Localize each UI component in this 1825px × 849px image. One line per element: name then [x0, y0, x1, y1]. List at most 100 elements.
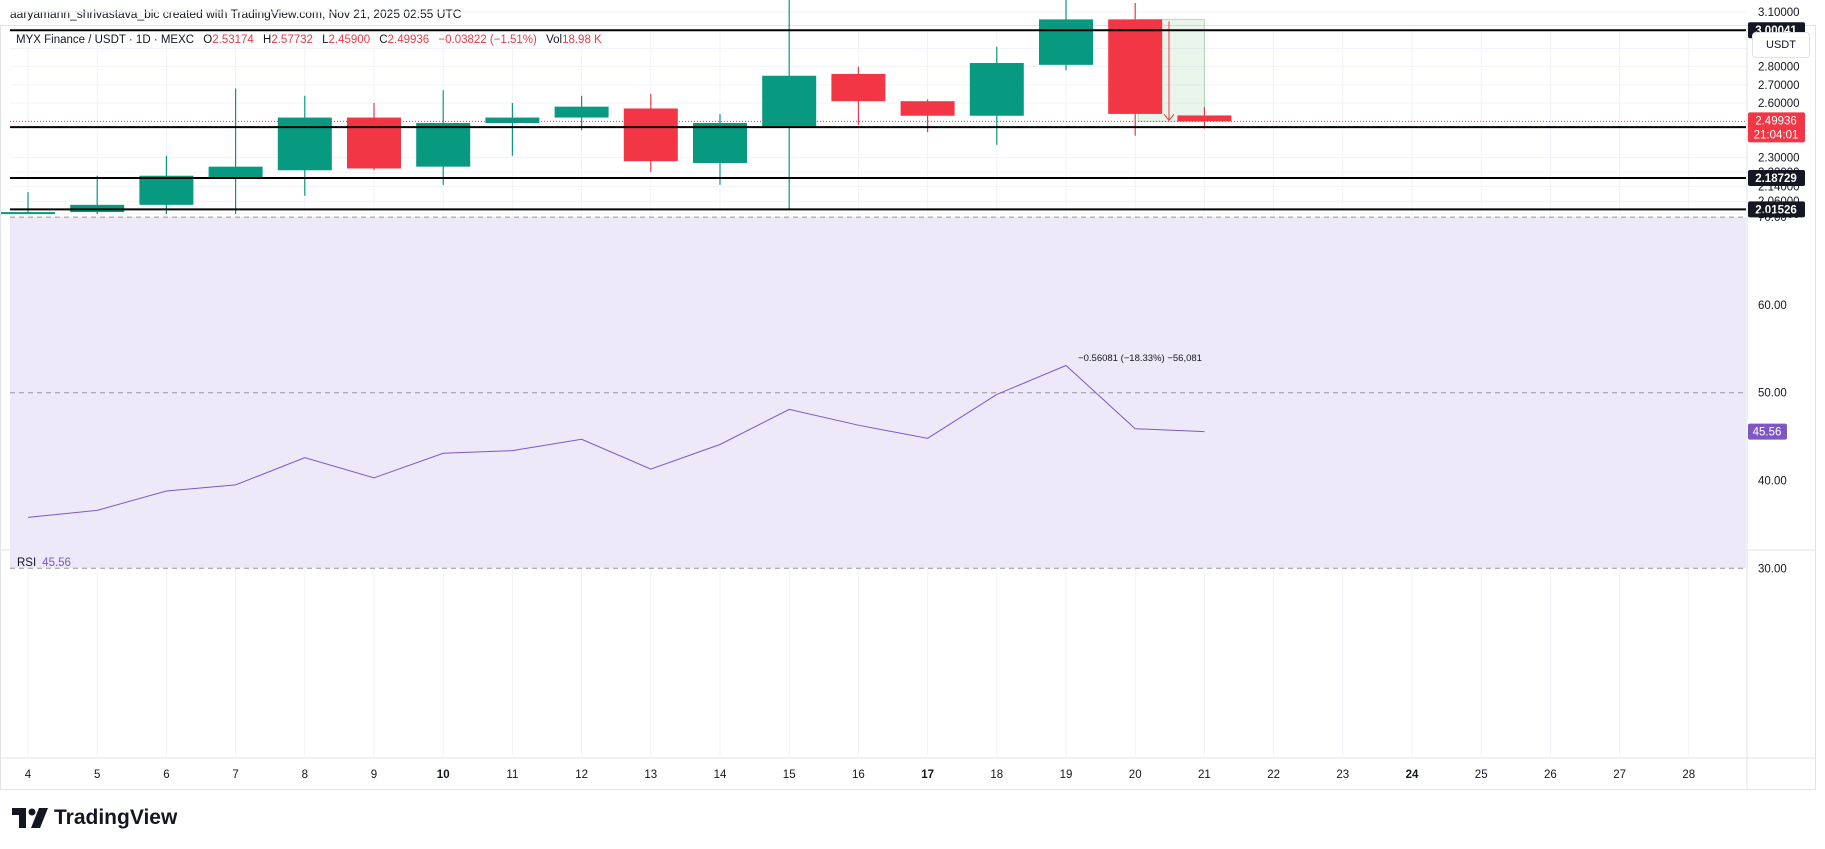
candle-body: [900, 101, 955, 116]
rsi-tick-label: 60.00: [1758, 300, 1787, 312]
time-tick-label: 11: [506, 769, 518, 781]
candle-9: [347, 103, 401, 171]
candle-8: [277, 95, 332, 196]
candle-11: [485, 103, 540, 156]
time-tick-label: 21: [1198, 769, 1211, 781]
candle-body: [554, 106, 609, 118]
time-tick-label: 24: [1406, 769, 1419, 781]
candle-body: [1177, 115, 1232, 122]
candle-body: [969, 63, 1024, 116]
currency-button[interactable]: USDT: [1752, 32, 1810, 58]
price-tick-label: 3.10000: [1758, 7, 1800, 19]
bar-countdown-label: 21:04:01: [1754, 129, 1799, 141]
rsi-name: RSI: [17, 557, 37, 569]
candle-6: [139, 155, 194, 214]
brand-name: TradingView: [54, 806, 178, 829]
time-tick-label: 27: [1613, 769, 1626, 781]
volume-label: Vol: [546, 34, 563, 46]
candle-body: [208, 166, 263, 178]
time-tick-label: 17: [921, 769, 934, 781]
rsi-tick-label: 40.00: [1758, 476, 1787, 488]
time-tick-label: 9: [371, 769, 377, 781]
level-tag-label: 2.18729: [1755, 173, 1797, 185]
time-tick-label: 25: [1475, 769, 1488, 781]
time-tick-label: 15: [783, 769, 796, 781]
last-price-tag: [1748, 112, 1805, 143]
price-tick-label: 2.30000: [1758, 153, 1800, 165]
time-tick-label: 13: [644, 769, 657, 781]
time-tick-label: 20: [1129, 769, 1142, 781]
chart-frame: [0, 25, 1816, 790]
open-value: 2.53174: [212, 34, 254, 46]
price-tick-label: 2.80000: [1758, 62, 1800, 74]
candle-body: [1039, 19, 1093, 65]
candle-body: [693, 123, 747, 164]
candle-14: [693, 113, 747, 185]
level-tag: [1748, 201, 1805, 218]
chart-attribution: aaryamann_shrivastava_bic created with T…: [10, 7, 462, 21]
time-tick-label: 23: [1336, 769, 1349, 781]
rsi-tick-label: 30.00: [1758, 563, 1787, 575]
candle-16: [831, 66, 886, 125]
rsi-tick-label: 70.00: [1758, 212, 1787, 224]
time-tick-label: 26: [1544, 769, 1557, 781]
candle-19: [1039, 0, 1093, 71]
candle-body: [762, 75, 817, 127]
candle-body: [485, 117, 540, 124]
open-label: O: [203, 34, 213, 46]
candle-body: [416, 123, 471, 167]
volume-value: 18.98 K: [562, 34, 602, 46]
price-tick-label: 2.70000: [1758, 80, 1800, 92]
time-tick-label: 6: [163, 769, 169, 781]
rsi-value-tag-label: 45.56: [1753, 427, 1782, 439]
tradingview-logo-icon: [12, 808, 48, 828]
candle-body: [1108, 19, 1163, 114]
time-tick-label: 16: [852, 769, 865, 781]
candle-body: [139, 175, 194, 205]
time-tick-label: 8: [302, 769, 308, 781]
candle-body: [277, 117, 332, 171]
tradingview-logo[interactable]: TradingView: [12, 806, 177, 830]
measure-arrowhead: [1163, 113, 1175, 122]
candle-20: [1108, 3, 1163, 136]
rsi-value: 45.56: [42, 557, 71, 569]
rsi-tick-label: 50.00: [1758, 388, 1787, 400]
time-tick-label: 19: [1060, 769, 1073, 781]
last-price-label: 2.49936: [1755, 115, 1797, 127]
high-label: H: [263, 34, 272, 46]
candle-7: [208, 88, 263, 214]
time-tick-label: 14: [714, 769, 727, 781]
time-tick-label: 22: [1267, 769, 1280, 781]
level-tag-label: 2.01526: [1755, 204, 1797, 216]
rsi-legend: RSI 45.56: [17, 557, 71, 569]
time-tick-label: 28: [1682, 769, 1695, 781]
candle-12: [554, 95, 609, 131]
candle-13: [623, 93, 678, 173]
price-tick-label: 2.60000: [1758, 98, 1800, 110]
candle-body: [1, 212, 55, 215]
candle-10: [416, 90, 471, 185]
candle-body: [831, 73, 886, 102]
measure-label: −0.56081 (−18.33%) −56,081: [1078, 353, 1202, 364]
candle-body: [623, 108, 678, 162]
candle-4: [1, 192, 55, 215]
time-tick-label: 18: [990, 769, 1003, 781]
candle-5: [70, 175, 125, 214]
level-tag: [1748, 170, 1805, 187]
time-tick-label: 10: [437, 769, 450, 781]
change-value: −0.03822 (−1.51%): [438, 34, 537, 46]
low-label: L: [322, 34, 329, 46]
candle-15: [762, 0, 817, 209]
rsi-value-tag: [1748, 423, 1787, 440]
symbol-name[interactable]: MYX Finance / USDT · 1D · MEXC: [16, 34, 195, 46]
close-value: 2.49936: [387, 34, 430, 46]
candle-body: [347, 117, 401, 169]
low-value: 2.45900: [328, 34, 371, 46]
high-value: 2.57732: [271, 34, 313, 46]
time-tick-label: 12: [575, 769, 588, 781]
rsi-line: [27, 364, 1205, 518]
close-label: C: [379, 34, 388, 46]
candle-18: [969, 46, 1024, 145]
time-tick-label: 4: [25, 769, 32, 781]
